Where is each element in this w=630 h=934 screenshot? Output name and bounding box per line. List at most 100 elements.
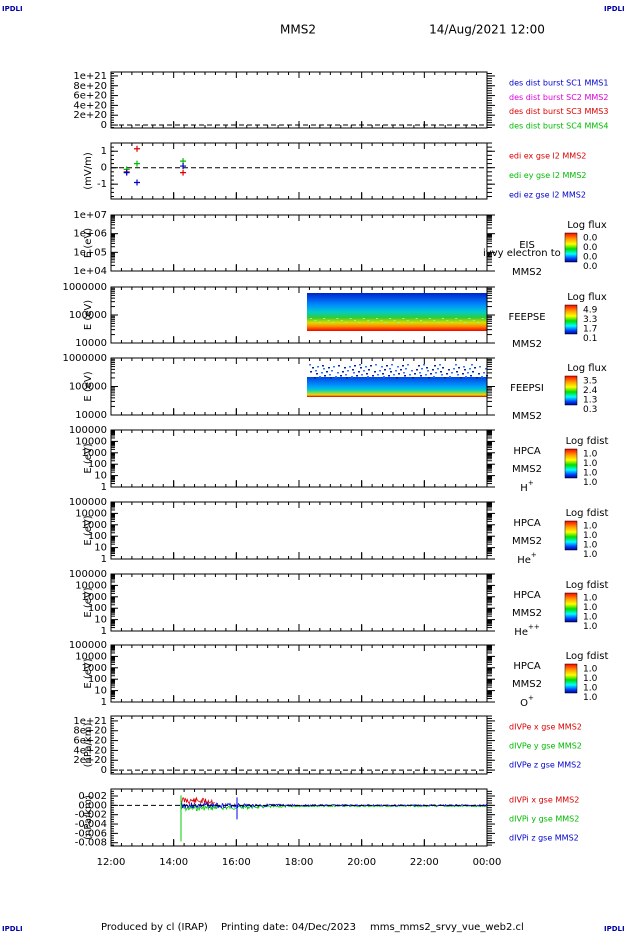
legend-entry: dIVPi z gse MMS2 [509, 834, 579, 843]
y-tick-label: 10000 [75, 436, 107, 447]
colorbar-label: 0.0 [583, 262, 598, 272]
y-tick-label: 2e+20 [73, 755, 107, 766]
y-tick-label: -0.006 [75, 828, 107, 839]
spectrogram-speck [324, 375, 326, 377]
spectrogram-speck [471, 364, 473, 366]
spectrogram-speck [450, 322, 453, 323]
spectrogram-speck [340, 375, 342, 377]
colorbar-title: Log fdist [566, 651, 609, 662]
y-tick-label: -1 [97, 179, 107, 190]
y-axis-label: E (eV) [83, 587, 94, 617]
colorbar-title: Log fdist [566, 436, 609, 447]
spectrogram-speck [465, 376, 467, 378]
spectrogram-speck [338, 365, 340, 367]
colorbar-label: 1.0 [583, 541, 598, 551]
spectrogram-speck [363, 370, 365, 372]
x-tick-label: 00:00 [473, 857, 502, 868]
spectrogram-speck [428, 318, 431, 319]
spectrogram-speck [336, 318, 339, 319]
spectrogram-speck [411, 322, 414, 323]
spectrogram-speck [333, 366, 335, 368]
legend-entry: dIVPe z gse MMS2 [509, 761, 581, 770]
y-tick-label: 10000 [75, 338, 107, 349]
y-tick-label: 1e+07 [73, 210, 107, 221]
spectrogram-speck [426, 367, 428, 369]
spectrogram-speck [404, 375, 406, 377]
y-tick-label: 10000 [75, 508, 107, 519]
y-tick-label: 1000000 [62, 353, 107, 364]
y-tick-label: 4e+20 [73, 100, 107, 111]
date: 14/Aug/2021 12:00 [429, 23, 545, 37]
x-tick-label: 20:00 [347, 857, 376, 868]
spectrogram-speck [453, 368, 455, 370]
spectrogram-speck [412, 377, 414, 379]
spectrogram-speck [330, 377, 332, 379]
spectrogram-speck [372, 375, 374, 377]
spectrogram-speck [478, 373, 480, 375]
x-tick-label: 22:00 [410, 857, 439, 868]
spectrogram-speck [319, 376, 321, 378]
y-tick-label: 1e+05 [73, 247, 107, 258]
spectrogram-speck [442, 367, 444, 369]
y-tick-label: -0.008 [75, 838, 107, 849]
spectrogram-speck [367, 376, 369, 378]
colorbar-label: 3.5 [583, 377, 597, 387]
spectrogram-speck [345, 374, 347, 376]
spectrogram-speck [472, 320, 475, 321]
spectrogram-speck [322, 365, 324, 367]
instrument-label: MMS2 [512, 536, 542, 547]
spectrogram-speck [393, 374, 395, 376]
legend-entry: dIVPe y gse MMS2 [509, 742, 582, 751]
corner-label: IPDLI [604, 5, 625, 13]
instrument-label: EIS [519, 240, 535, 251]
spectrogram-speck [402, 318, 405, 319]
spectrogram-speck [449, 376, 451, 378]
spectrogram-speck [455, 364, 457, 366]
spectrogram-speck [383, 376, 385, 378]
spectrogram-speck [432, 369, 434, 371]
y-tick-label: 10 [94, 543, 107, 554]
spectrogram-speck [335, 376, 337, 378]
x-tick-label: 14:00 [159, 857, 188, 868]
colorbar-label: 1.0 [583, 693, 598, 703]
y-tick-label: 10000 [75, 580, 107, 591]
spectrogram-speck [388, 375, 390, 377]
y-tick-label: -0.004 [75, 819, 107, 830]
spectrogram-speck [474, 367, 476, 369]
y-tick-label: -0.002 [75, 810, 107, 821]
spectrogram-speck [315, 370, 317, 372]
spectrogram-speck [464, 322, 466, 323]
spectrogram-speck [384, 369, 386, 371]
colorbar [564, 448, 578, 479]
ion-trace [180, 796, 215, 805]
spectrogram-speck [370, 365, 372, 367]
panel-frame [110, 142, 488, 200]
spectrogram-speck [455, 318, 458, 319]
legend-entry: des dist burst SC4 MMS4 [509, 121, 608, 130]
species-base: O [520, 698, 528, 709]
colorbar [564, 592, 578, 623]
instrument-label: HPCA [513, 446, 541, 457]
y-tick-label: 4e+20 [73, 745, 107, 756]
spectrogram-speck [386, 365, 388, 367]
spectrogram-speck [393, 320, 396, 321]
x-tick-label: 18:00 [285, 857, 314, 868]
spectrogram-speck [382, 373, 384, 375]
spectrogram-speck [332, 322, 334, 323]
y-tick-label: 0 [101, 765, 107, 776]
spectrogram-speck [361, 374, 363, 376]
colorbar-label: 0.1 [583, 334, 597, 344]
y-tick-label: 10000 [75, 651, 107, 662]
spectrogram-speck [485, 368, 487, 370]
colorbar-label: 0.0 [583, 234, 598, 244]
species-charge: ++ [528, 623, 540, 631]
spectrogram-speck [402, 365, 404, 367]
y-tick-label: 0.000 [78, 800, 107, 811]
spectrogram-speck [458, 367, 460, 369]
spectrogram-speck [477, 322, 480, 323]
instrument-label: MMS2 [512, 267, 542, 278]
species-charge: + [531, 551, 537, 559]
y-tick-label: 10 [94, 615, 107, 626]
species-charge: + [528, 694, 534, 702]
spectrogram-speck [367, 320, 370, 321]
